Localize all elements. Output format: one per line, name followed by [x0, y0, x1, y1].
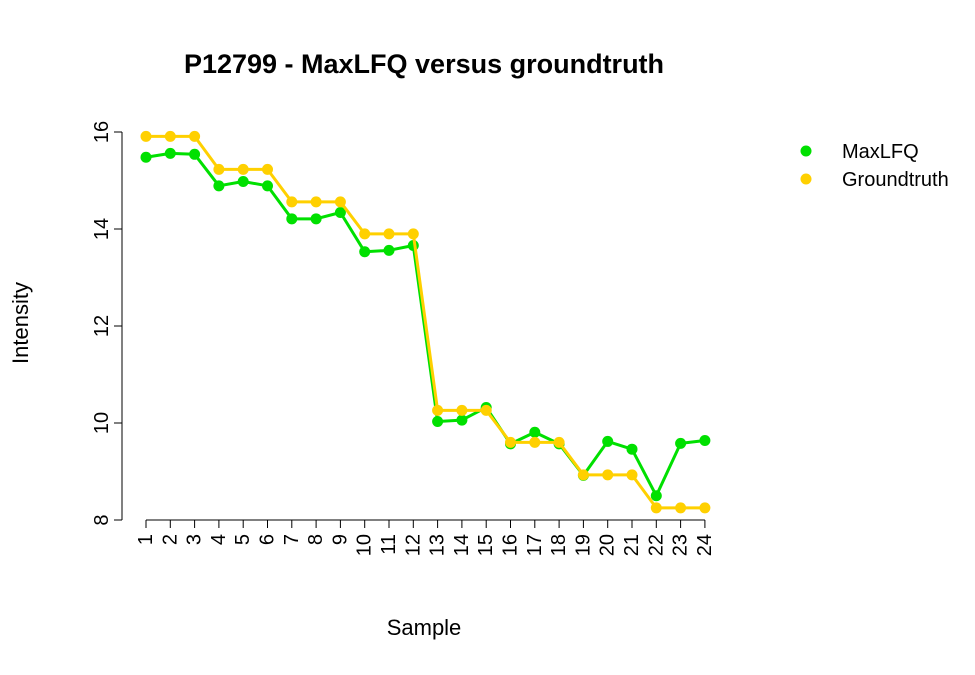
data-point	[189, 148, 201, 160]
series-groundtruth	[140, 130, 711, 514]
data-point	[286, 196, 298, 208]
data-point	[432, 404, 444, 416]
data-point	[262, 163, 273, 175]
data-point	[432, 416, 444, 428]
data-point	[164, 130, 176, 142]
data-point	[334, 196, 346, 208]
x-tick-label: 23	[670, 534, 692, 556]
data-point	[359, 228, 371, 240]
data-point	[237, 175, 249, 187]
legend: MaxLFQ Groundtruth	[800, 141, 949, 191]
data-point	[164, 147, 176, 159]
data-point	[480, 404, 492, 416]
data-point	[456, 414, 468, 426]
chart-title: P12799 - MaxLFQ versus groundtruth	[184, 49, 664, 79]
legend-label: MaxLFQ	[842, 141, 919, 163]
data-point	[699, 502, 711, 514]
data-point	[699, 434, 711, 446]
data-point	[577, 469, 589, 481]
data-point	[189, 130, 201, 142]
data-point	[213, 180, 225, 192]
data-point	[650, 502, 662, 514]
y-tick-label: 8	[91, 514, 113, 525]
data-point	[602, 435, 614, 447]
series-line	[146, 134, 705, 510]
data-point	[140, 130, 152, 142]
x-tick-label: 10	[354, 534, 376, 556]
x-tick-label: 3	[184, 534, 206, 545]
x-tick-label: 15	[475, 534, 497, 556]
data-point	[286, 213, 298, 225]
x-tick-label: 8	[305, 534, 327, 545]
x-axis-label: Sample	[387, 615, 462, 640]
x-tick-label: 18	[548, 534, 570, 556]
x-tick-label: 9	[329, 534, 351, 545]
x-tick-label: 11	[378, 534, 400, 555]
y-tick-label: 14	[91, 218, 113, 240]
x-tick-label: 21	[621, 534, 643, 556]
data-point	[602, 469, 614, 481]
data-point	[359, 246, 371, 258]
y-axis-label: Intensity	[8, 282, 33, 364]
x-tick-label: 12	[402, 534, 424, 556]
data-point	[383, 244, 395, 256]
legend-marker	[800, 173, 812, 185]
series-maxlfq	[140, 147, 711, 502]
data-point	[310, 196, 322, 208]
x-tick-label: 5	[232, 534, 254, 545]
data-point	[262, 180, 273, 192]
data-point	[310, 213, 322, 225]
plot-series	[140, 130, 711, 514]
x-tick-label: 4	[208, 534, 230, 545]
x-axis: 1 2 3 4 5 6 7 8 9 10 11 12 13 14 15 16 17 18 19 20 21 22 23 24	[135, 519, 716, 556]
y-tick-label: 16	[91, 121, 113, 143]
data-point	[626, 469, 638, 481]
data-point	[675, 437, 687, 449]
x-tick-label: 13	[427, 534, 449, 556]
x-tick-label: 1	[135, 534, 157, 545]
legend-marker	[800, 145, 812, 157]
x-tick-label: 17	[524, 534, 546, 556]
legend-label: Groundtruth	[842, 169, 949, 191]
x-tick-label: 2	[159, 534, 181, 545]
data-point	[383, 228, 395, 240]
data-point	[334, 207, 346, 219]
data-point	[140, 151, 152, 163]
data-point	[553, 436, 565, 448]
data-point	[650, 490, 662, 502]
data-point	[529, 436, 541, 448]
data-point	[529, 426, 541, 438]
data-point	[407, 228, 419, 240]
legend-item: MaxLFQ	[800, 141, 919, 163]
x-tick-label: 20	[597, 534, 619, 556]
x-tick-label: 7	[281, 534, 303, 545]
data-point	[213, 163, 225, 175]
data-point	[626, 443, 638, 455]
x-tick-label: 6	[257, 534, 279, 545]
y-tick-label: 12	[91, 315, 113, 337]
x-tick-label: 14	[451, 534, 473, 556]
x-tick-label: 16	[500, 534, 522, 556]
y-axis: 8 10 12 14 16	[91, 121, 123, 526]
x-tick-label: 22	[645, 534, 667, 556]
data-point	[675, 502, 687, 514]
y-tick-label: 10	[91, 412, 113, 434]
data-point	[505, 436, 516, 448]
data-point	[237, 163, 249, 175]
x-tick-label: 24	[694, 534, 716, 556]
x-tick-label: 19	[572, 534, 594, 556]
data-point	[456, 404, 468, 416]
legend-item: Groundtruth	[800, 169, 949, 191]
